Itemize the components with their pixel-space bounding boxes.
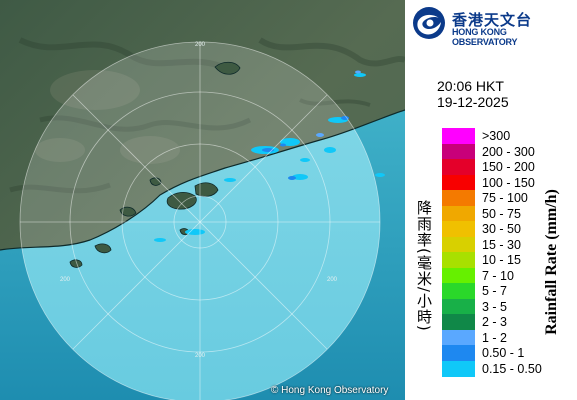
- legend-swatch: [442, 143, 475, 160]
- hko-logo: 香港天文台 HONG KONG OBSERVATORY: [412, 6, 572, 47]
- legend-label: 100 - 150: [482, 175, 535, 190]
- legend-swatch: [442, 236, 475, 253]
- legend-swatch: [442, 174, 475, 191]
- legend-label: 1 - 2: [482, 330, 508, 345]
- legend-label: 10 - 15: [482, 253, 521, 267]
- legend-label: 75 - 100: [482, 191, 528, 205]
- observation-time: 20:06 HKT: [437, 78, 504, 94]
- legend-label: 3 - 5: [482, 299, 508, 314]
- legend-swatch: [442, 360, 475, 377]
- legend-label: 30 - 50: [482, 222, 521, 236]
- legend-swatch: [442, 283, 475, 299]
- legend-swatch: [442, 298, 475, 315]
- urban-areas: [35, 70, 180, 164]
- range-rings: [19, 41, 381, 400]
- legend-label: 50 - 75: [482, 206, 521, 221]
- legend-label: >300: [482, 129, 511, 143]
- logo-name-en: HONG KONG OBSERVATORY: [452, 27, 518, 47]
- legend-swatch: [442, 345, 475, 361]
- hko-emblem-icon: [413, 7, 445, 39]
- legend-label: 0.15 - 0.50: [482, 361, 542, 376]
- ring-label-west: 200: [60, 277, 71, 283]
- radar-map: 200 200 200 200 © Hong Kong Observatory: [0, 0, 405, 400]
- legend-panel: [405, 0, 577, 400]
- legend-label: 7 - 10: [482, 268, 514, 283]
- legend-swatch: [442, 205, 475, 222]
- legend-swatch: [442, 329, 475, 346]
- observation-date: 19-12-2025: [437, 94, 509, 110]
- legend-swatch: [442, 221, 475, 237]
- legend-swatch: [442, 314, 475, 330]
- coastline: [0, 109, 405, 251]
- terrain-texture: [9, 37, 405, 194]
- ring-label-north: 200: [195, 42, 206, 48]
- legend-swatch: [442, 159, 475, 175]
- legend-label: 5 - 7: [482, 284, 508, 298]
- legend-label: 150 - 200: [482, 160, 535, 174]
- legend-swatch: [442, 128, 475, 144]
- legend-label: 200 - 300: [482, 144, 535, 159]
- radar-map-graphic: 200 200 200 200: [0, 0, 405, 400]
- legend-swatch: [442, 190, 475, 206]
- legend-swatch: [442, 252, 475, 268]
- ring-label-east: 200: [327, 277, 338, 283]
- map-credit: © Hong Kong Observatory: [271, 385, 389, 396]
- legend-title-cn: 降雨率(毫米/小時): [415, 200, 433, 332]
- legend-label: 0.50 - 1: [482, 346, 525, 360]
- legend-label: 15 - 30: [482, 237, 521, 252]
- logo-name-cn: 香港天文台: [452, 11, 533, 29]
- legend-label: 2 - 3: [482, 315, 508, 329]
- legend-swatch: [442, 267, 475, 284]
- ring-label-south: 200: [195, 353, 206, 359]
